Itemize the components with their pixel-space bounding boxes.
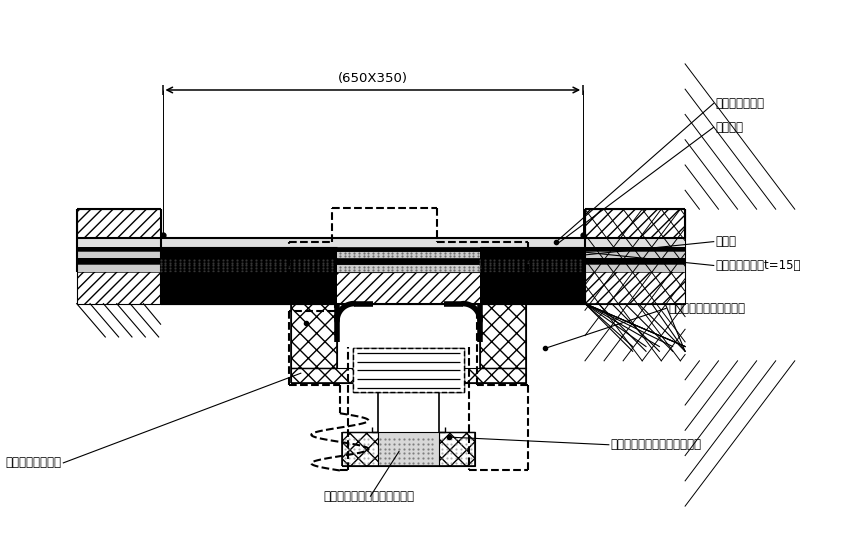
Text: 防水層: 防水層 (716, 235, 737, 248)
Bar (76, 258, 161, 263)
Text: (650X350): (650X350) (337, 72, 408, 85)
Bar (585, 248, 685, 251)
Bar (480, 304, 526, 367)
Bar (161, 251, 337, 258)
Bar (161, 251, 585, 258)
Text: アンカーボルト（別途）: アンカーボルト（別途） (668, 302, 745, 315)
Bar (161, 263, 585, 272)
Text: 耕火被覆（別途）: 耕火被覆（別途） (5, 456, 61, 469)
Bar (161, 248, 585, 251)
Bar (378, 432, 439, 466)
Bar (161, 258, 337, 272)
Bar (76, 251, 161, 258)
Bar (585, 209, 685, 304)
Bar (161, 248, 337, 251)
Bar (585, 263, 685, 272)
Bar (585, 258, 685, 263)
Bar (439, 432, 475, 466)
Bar (480, 248, 585, 251)
Bar (480, 251, 585, 258)
Bar (585, 251, 685, 258)
Bar (292, 304, 337, 367)
Bar (480, 258, 585, 272)
Bar (354, 349, 464, 392)
Bar (292, 367, 526, 383)
Bar (161, 272, 585, 304)
Bar (480, 248, 585, 304)
Text: （指定仕上材）: （指定仕上材） (716, 97, 765, 110)
Bar (161, 248, 337, 304)
Bar (342, 432, 378, 466)
Bar (585, 238, 685, 248)
Text: ボルト又は鉄戵ビス（別途）: ボルト又は鉄戵ビス（別途） (610, 438, 702, 451)
Text: モルタル: モルタル (716, 120, 744, 134)
Text: ロックルウール充填（別途）: ロックルウール充填（別途） (323, 490, 414, 503)
Bar (354, 349, 464, 392)
Text: （下地モルタルt=15）: （下地モルタルt=15） (716, 259, 801, 272)
Bar (161, 258, 585, 263)
Bar (76, 263, 161, 272)
Bar (76, 209, 161, 304)
Bar (161, 238, 585, 248)
Bar (76, 238, 161, 248)
Bar (76, 248, 161, 251)
